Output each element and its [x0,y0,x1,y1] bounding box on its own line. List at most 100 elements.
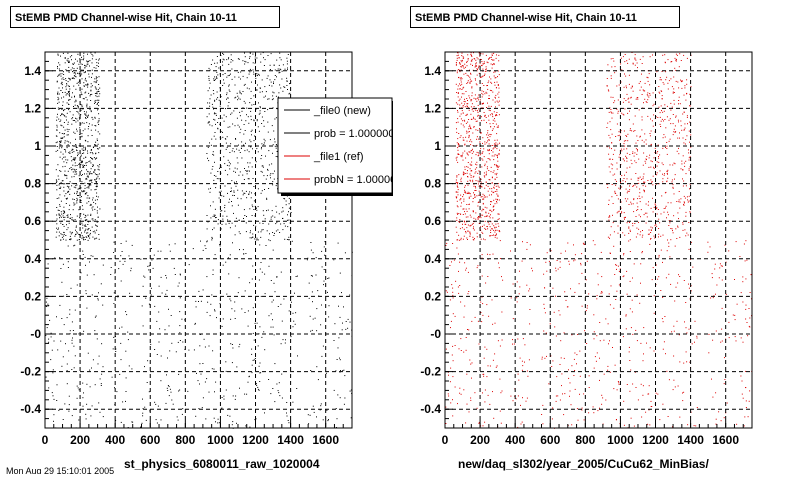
data-point [70,69,72,71]
data-point [217,128,219,130]
data-point [74,96,75,98]
data-point [73,202,75,204]
data-point [674,57,676,59]
data-point [84,219,86,221]
data-point [486,304,488,306]
data-point [665,71,667,73]
data-point [286,77,288,79]
data-point [84,71,86,73]
data-point [270,81,272,83]
data-point [476,69,478,70]
data-point [658,157,660,159]
data-point [636,340,638,342]
data-point [264,349,266,351]
data-point [113,292,115,294]
data-point [252,206,254,208]
data-point [651,181,653,183]
data-point [251,237,253,239]
data-point [672,91,674,93]
data-point [64,212,66,214]
data-point [337,394,339,396]
data-point [457,286,459,288]
data-point [479,76,481,78]
data-point [78,175,80,177]
data-point [681,163,683,165]
data-point [66,128,68,130]
data-point [469,192,470,194]
data-point [675,286,677,288]
data-point [467,154,469,156]
data-point [61,234,63,236]
data-point [475,65,477,67]
data-point [214,100,216,102]
data-point [91,54,93,55]
data-point [69,99,71,100]
data-point [229,254,231,256]
data-point [594,244,596,246]
data-point [230,113,232,115]
data-point [489,254,491,256]
data-point [91,367,92,369]
data-point [281,373,283,375]
data-point [239,233,241,235]
data-point [661,110,662,112]
data-point [99,208,101,210]
data-point [246,107,248,109]
data-point [682,137,684,139]
data-point [496,155,498,157]
data-point [570,404,572,406]
data-point [277,306,279,307]
data-point [68,91,69,93]
data-point [609,158,611,160]
data-point [56,129,57,131]
data-point [59,188,61,189]
data-point [221,325,223,327]
data-point [645,222,647,224]
data-point [95,144,97,146]
data-point [485,171,487,173]
data-point [239,90,241,92]
data-point [56,141,58,143]
data-point [166,387,168,389]
data-point [467,103,469,105]
data-point [63,231,65,233]
data-point [77,152,79,154]
data-point [465,122,467,124]
data-point [611,168,613,170]
data-point [487,149,489,151]
data-point [85,226,87,227]
data-point [720,341,722,343]
data-point [454,386,456,388]
data-point [686,232,688,234]
data-point [466,74,468,76]
data-point [650,179,652,181]
data-point [59,132,61,134]
data-point [617,225,619,227]
data-point [316,308,318,310]
data-point [93,67,95,69]
data-point [225,142,227,144]
data-point [467,100,468,101]
data-point [231,78,233,80]
data-point [214,310,216,312]
data-point [581,272,583,274]
data-point [50,359,52,361]
data-point [221,223,223,225]
data-point [187,390,189,392]
data-point [484,141,486,143]
data-point [473,97,475,99]
data-point [488,179,490,181]
data-point [82,190,84,192]
data-point [484,220,486,222]
data-point [226,136,228,138]
data-point [457,194,459,196]
data-point [624,218,625,220]
data-point [641,116,643,118]
data-point [72,117,74,119]
data-point [493,205,495,207]
data-point [243,209,245,211]
data-point [470,55,472,56]
data-point [268,150,270,152]
data-point [457,191,459,193]
data-point [72,114,74,116]
